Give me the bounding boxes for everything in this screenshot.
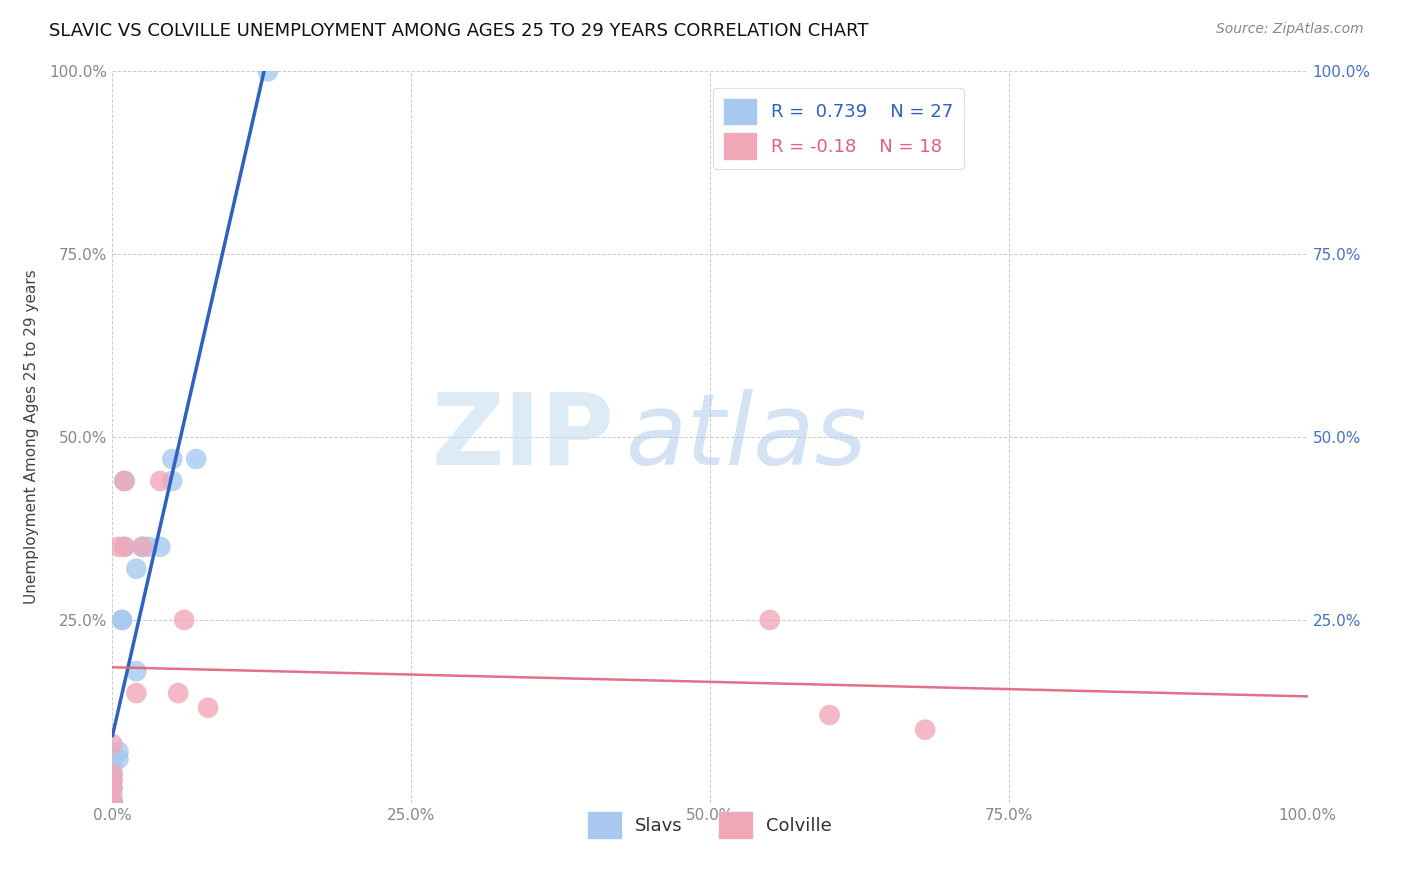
Point	[131, 540, 153, 554]
Point	[101, 773, 124, 788]
Point	[101, 752, 124, 766]
Point	[197, 700, 219, 714]
Point	[138, 540, 160, 554]
Point	[101, 737, 124, 751]
Point	[149, 474, 172, 488]
Point	[162, 474, 183, 488]
Point	[107, 752, 129, 766]
Text: SLAVIC VS COLVILLE UNEMPLOYMENT AMONG AGES 25 TO 29 YEARS CORRELATION CHART: SLAVIC VS COLVILLE UNEMPLOYMENT AMONG AG…	[49, 22, 869, 40]
Point	[114, 540, 135, 554]
Y-axis label: Unemployment Among Ages 25 to 29 years: Unemployment Among Ages 25 to 29 years	[24, 269, 38, 605]
Point	[114, 474, 135, 488]
Point	[101, 796, 124, 810]
Point	[101, 796, 124, 810]
Point	[914, 723, 936, 737]
Point	[101, 796, 124, 810]
Point	[125, 664, 148, 678]
Text: ZIP: ZIP	[432, 389, 614, 485]
Point	[107, 540, 129, 554]
Point	[131, 540, 153, 554]
Point	[101, 766, 124, 780]
Point	[101, 796, 124, 810]
Point	[759, 613, 782, 627]
Point	[173, 613, 195, 627]
Legend: Slavs, Colville: Slavs, Colville	[581, 805, 839, 845]
Point	[167, 686, 190, 700]
Point	[101, 781, 124, 796]
Text: atlas: atlas	[627, 389, 868, 485]
Point	[101, 781, 124, 796]
Point	[107, 745, 129, 759]
Point	[101, 796, 124, 810]
Point	[101, 789, 124, 803]
Point	[101, 773, 124, 788]
Point	[101, 766, 124, 780]
Point	[101, 796, 124, 810]
Point	[149, 540, 172, 554]
Text: Source: ZipAtlas.com: Source: ZipAtlas.com	[1216, 22, 1364, 37]
Point	[114, 474, 135, 488]
Point	[114, 540, 135, 554]
Point	[101, 759, 124, 773]
Point	[186, 452, 208, 467]
Point	[818, 708, 841, 723]
Point	[125, 562, 148, 576]
Point	[111, 613, 134, 627]
Point	[101, 796, 124, 810]
Point	[257, 64, 280, 78]
Point	[114, 474, 135, 488]
Point	[125, 686, 148, 700]
Point	[111, 613, 134, 627]
Point	[162, 452, 183, 467]
